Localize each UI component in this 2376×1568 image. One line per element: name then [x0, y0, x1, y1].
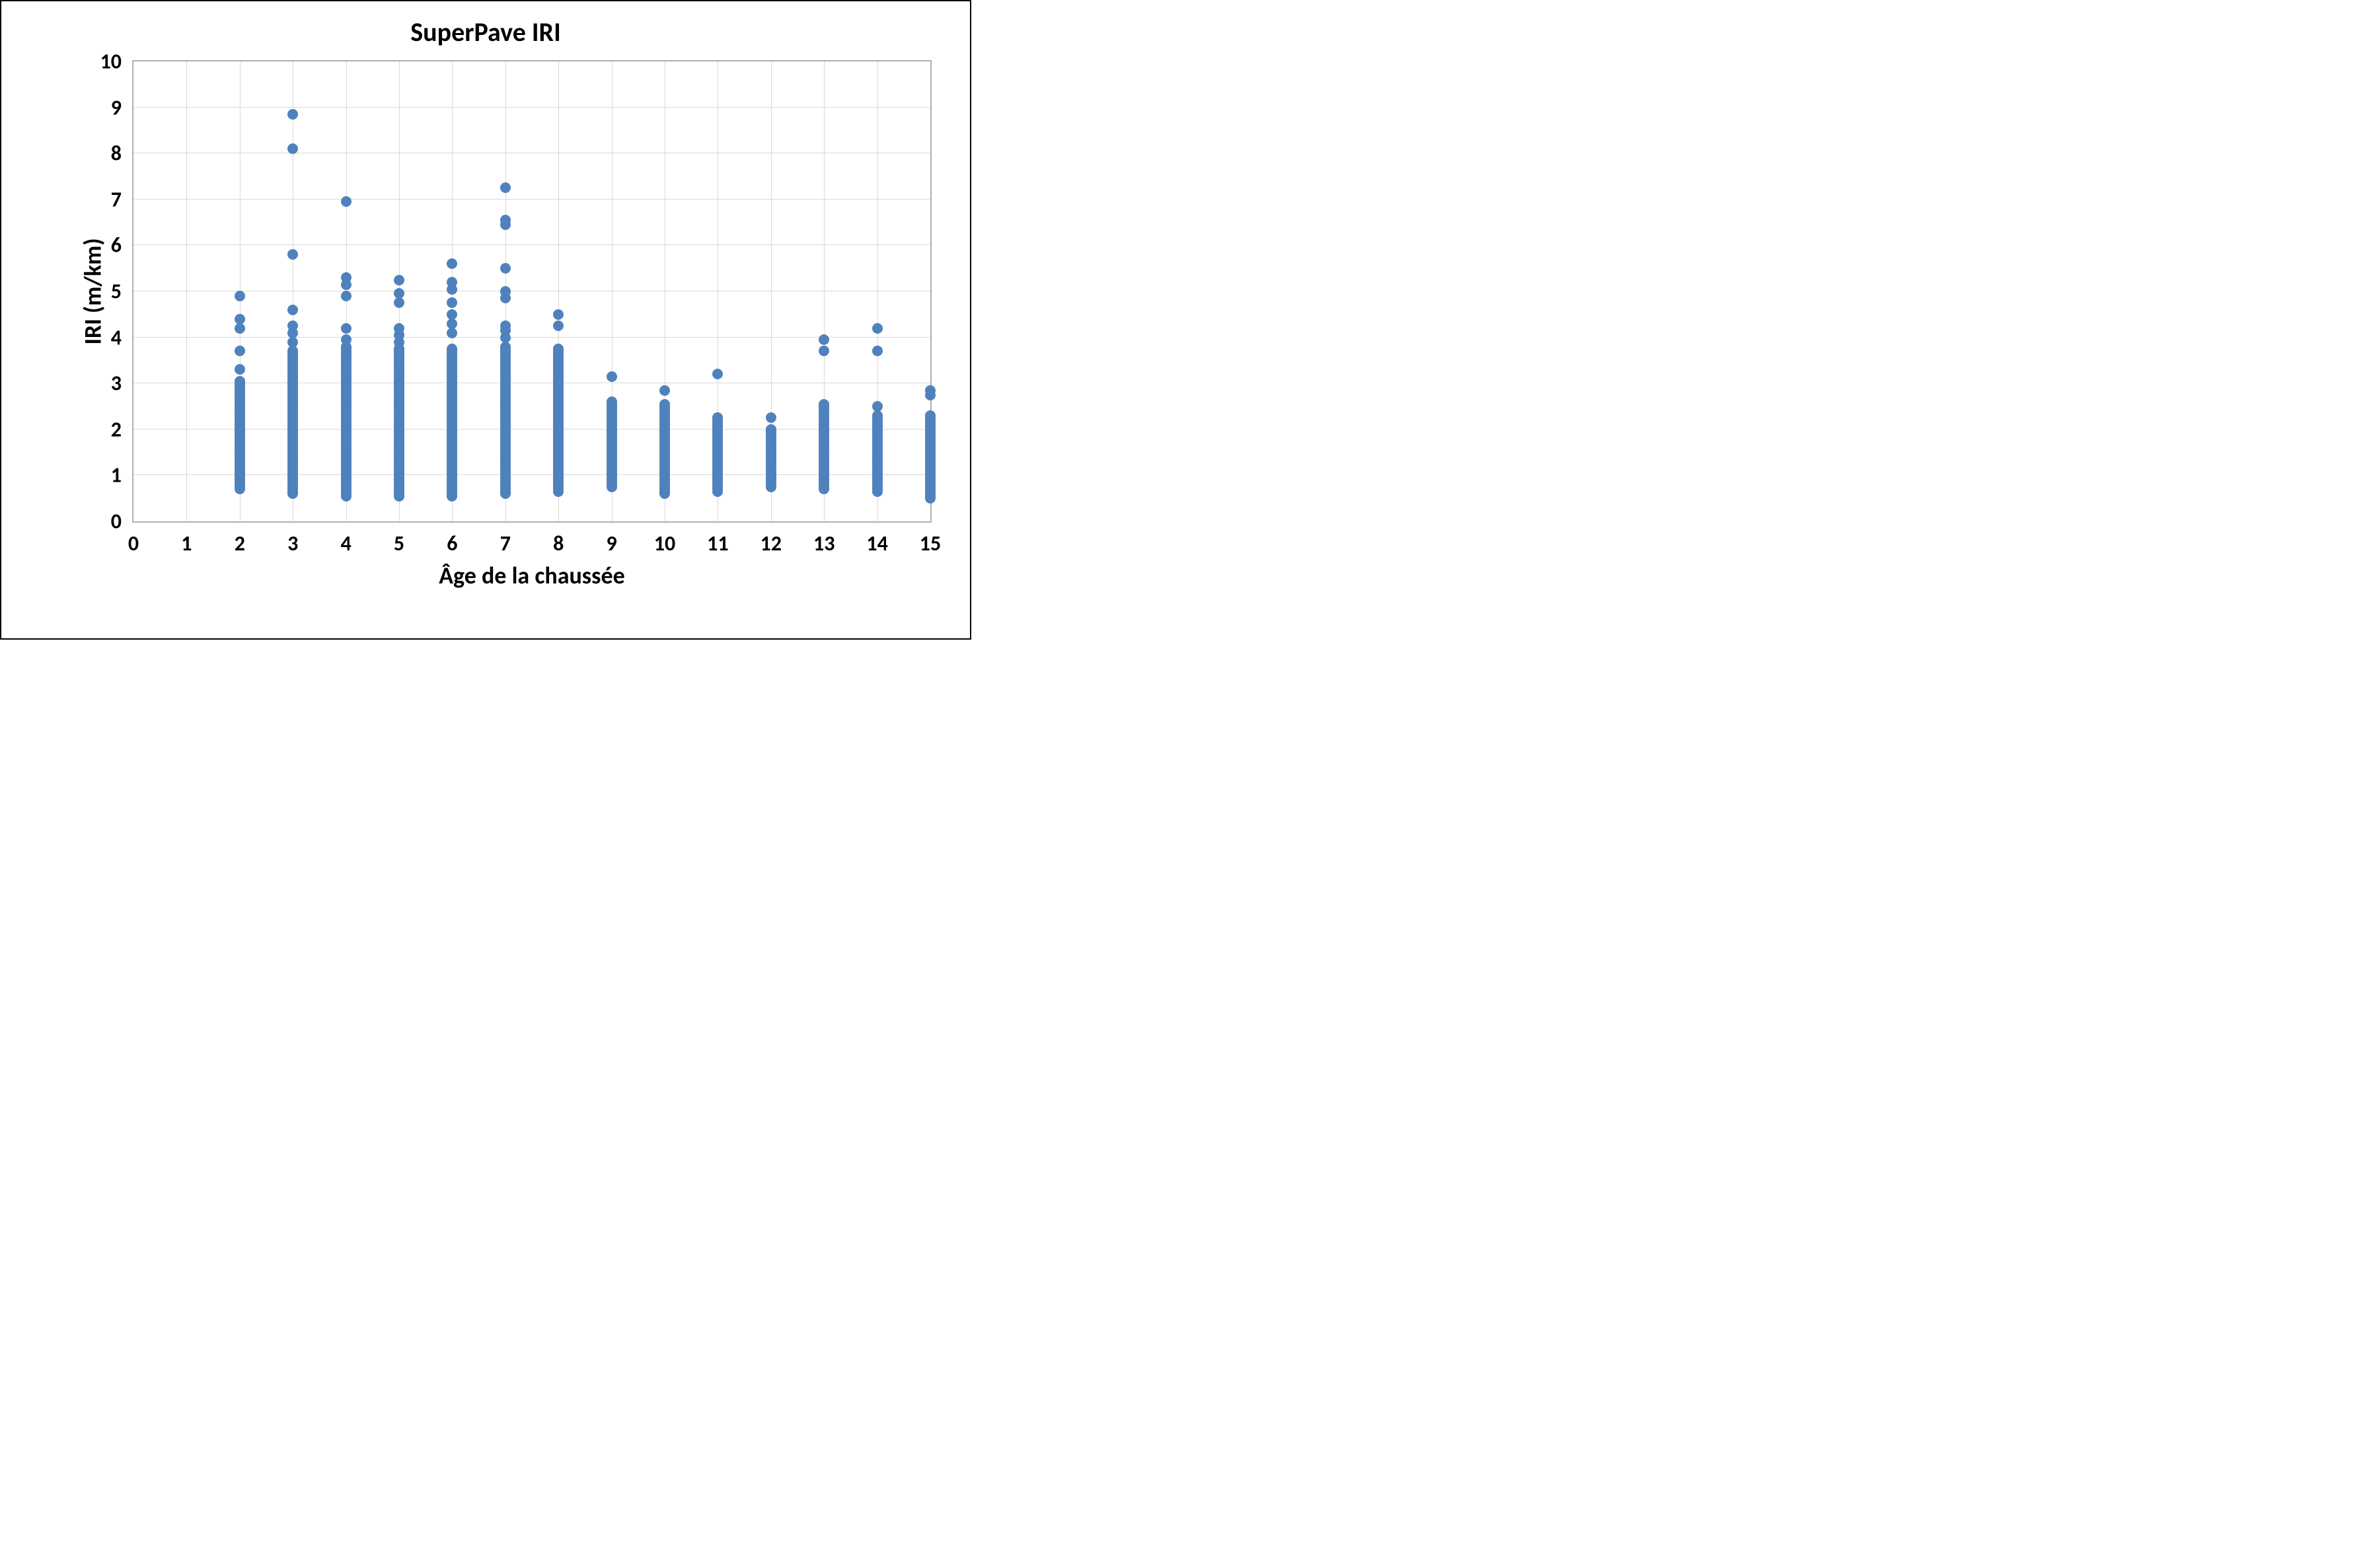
y-tick-label: 7 [111, 186, 133, 212]
data-point [500, 182, 511, 193]
y-tick-label: 6 [111, 233, 133, 258]
data-point [341, 272, 352, 283]
data-point [925, 410, 936, 421]
chart-title: SuperPave IRI [13, 16, 958, 48]
data-point [287, 346, 298, 356]
data-point [235, 376, 245, 387]
data-point [607, 371, 617, 382]
plot-wrap: IRI (m/km) Âge de la chaussée 0123456789… [93, 60, 932, 523]
data-point [500, 286, 511, 297]
x-tick-label: 11 [707, 521, 728, 556]
data-point [447, 258, 457, 269]
data-point [447, 297, 457, 308]
data-point [341, 323, 352, 334]
data-point [872, 346, 883, 356]
data-point [235, 323, 245, 334]
x-tick-label: 15 [920, 521, 941, 556]
gridline-h [133, 199, 930, 200]
x-tick-label: 1 [181, 521, 192, 556]
gridline-h [133, 337, 930, 338]
data-point [553, 320, 564, 331]
data-point [447, 309, 457, 320]
data-point [819, 399, 829, 410]
data-point [712, 412, 723, 423]
data-point [287, 337, 298, 348]
data-point [819, 334, 829, 345]
y-tick-label: 8 [111, 141, 133, 167]
y-tick-label: 4 [111, 324, 133, 350]
data-point [872, 410, 883, 421]
data-point [712, 369, 723, 379]
y-tick-label: 10 [100, 49, 133, 75]
gridline-h [133, 107, 930, 108]
data-point [394, 288, 404, 299]
data-point [447, 277, 457, 287]
data-point [447, 344, 457, 354]
x-tick-label: 6 [447, 521, 457, 556]
x-tick-label: 7 [500, 521, 511, 556]
x-tick-label: 2 [235, 521, 245, 556]
data-point [819, 346, 829, 356]
data-point [500, 342, 511, 352]
data-point [235, 314, 245, 324]
x-tick-label: 4 [340, 521, 351, 556]
gridline-v [186, 61, 187, 521]
data-point [341, 291, 352, 301]
x-tick-label: 14 [866, 521, 887, 556]
chart-frame: SuperPave IRI IRI (m/km) Âge de la chaus… [0, 0, 971, 640]
data-point [500, 320, 511, 331]
x-tick-label: 8 [553, 521, 564, 556]
data-point [447, 328, 457, 338]
data-point [553, 309, 564, 320]
data-point [500, 263, 511, 274]
gridline-h [133, 244, 930, 245]
data-point [553, 344, 564, 354]
data-point [394, 275, 404, 285]
y-tick-label: 9 [111, 94, 133, 120]
y-tick-label: 5 [111, 279, 133, 305]
y-tick-label: 2 [111, 416, 133, 442]
data-point [607, 396, 617, 407]
y-axis-label: IRI (m/km) [79, 238, 108, 344]
plot-area: Âge de la chaussée 012345678910012345678… [132, 60, 932, 523]
data-point [766, 412, 776, 423]
x-tick-label: 12 [761, 521, 782, 556]
data-point [235, 346, 245, 356]
data-point [287, 320, 298, 331]
data-point [235, 364, 245, 375]
data-point [287, 305, 298, 315]
x-tick-label: 13 [813, 521, 835, 556]
data-point [341, 334, 352, 345]
x-tick-label: 9 [606, 521, 616, 556]
data-point [659, 385, 670, 396]
data-point [925, 385, 936, 396]
y-tick-label: 1 [111, 463, 133, 488]
data-point [659, 399, 670, 410]
data-point [341, 196, 352, 207]
data-point [394, 297, 404, 308]
data-point [394, 323, 404, 334]
data-point [287, 143, 298, 154]
data-point [287, 109, 298, 120]
data-point [872, 323, 883, 334]
data-point [872, 401, 883, 412]
x-tick-label: 0 [128, 521, 139, 556]
x-tick-label: 5 [394, 521, 404, 556]
data-point [447, 318, 457, 329]
data-point [500, 215, 511, 225]
gridline-h [133, 474, 930, 475]
y-tick-label: 3 [111, 371, 133, 396]
data-point [766, 424, 776, 435]
x-tick-label: 10 [654, 521, 675, 556]
data-point [287, 249, 298, 260]
data-point [235, 291, 245, 301]
x-axis-label: Âge de la chaussée [439, 561, 625, 590]
x-tick-label: 3 [287, 521, 298, 556]
